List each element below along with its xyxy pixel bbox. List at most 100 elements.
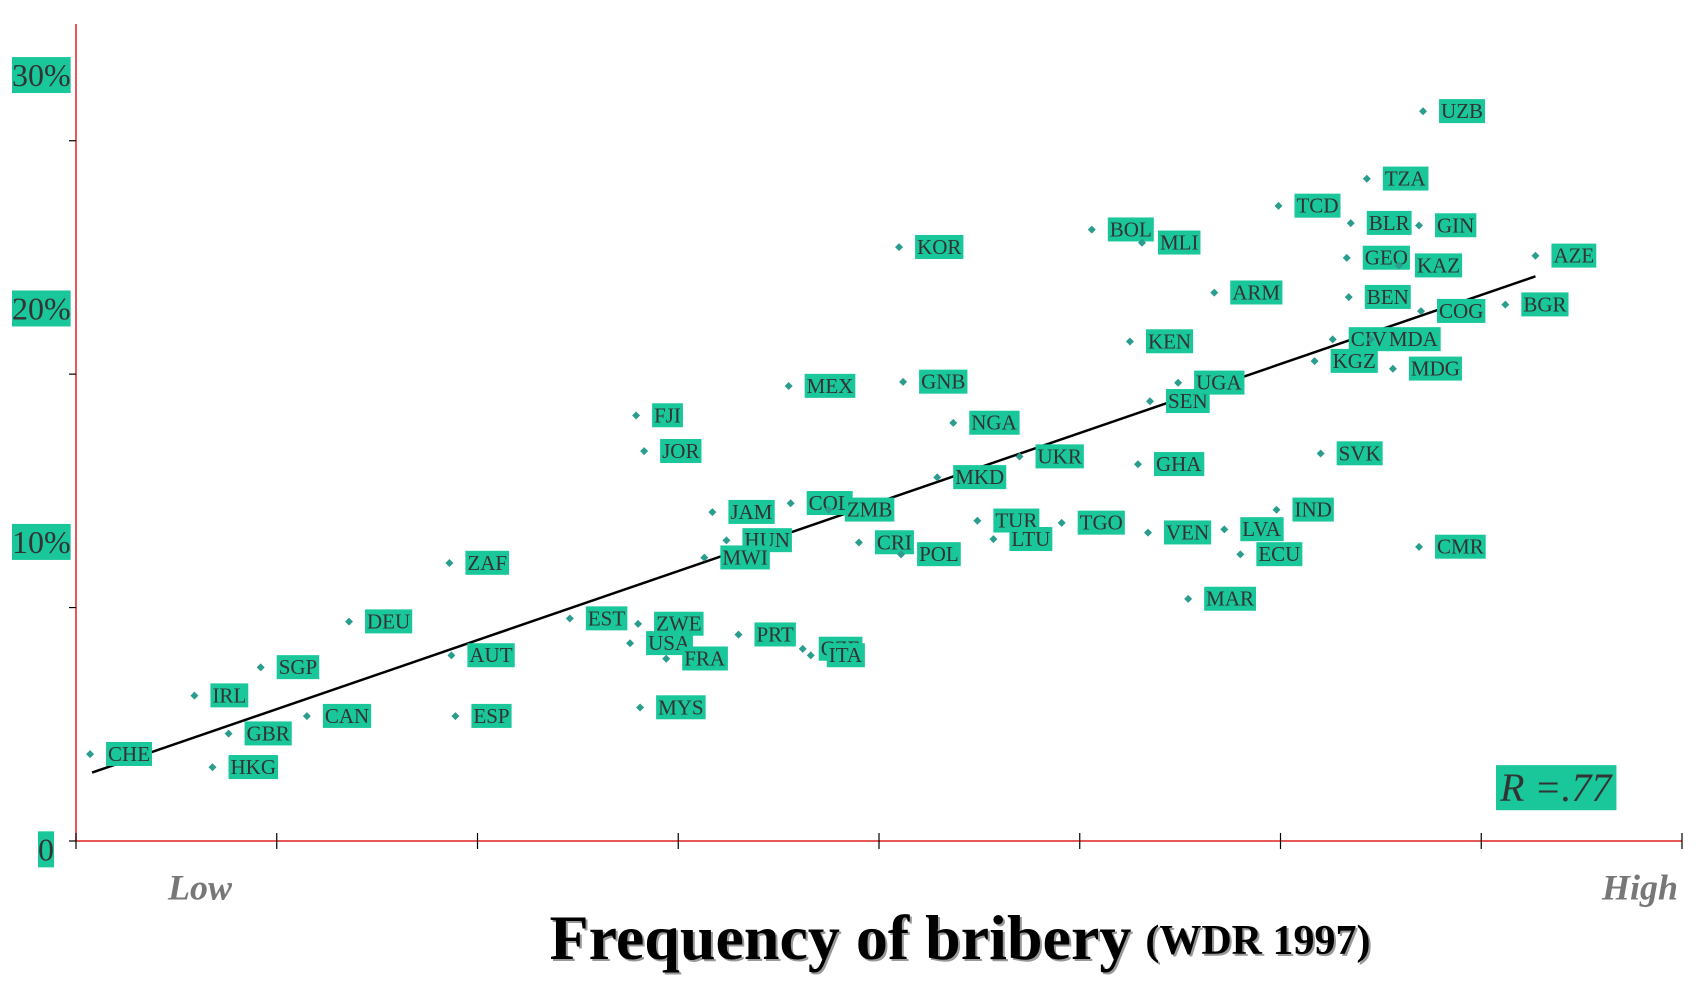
label-box — [656, 695, 706, 720]
point — [1174, 378, 1183, 387]
point — [1087, 225, 1096, 234]
point-label: BGR — [1523, 292, 1566, 316]
point-label: ARM — [1232, 280, 1280, 304]
label-box — [1521, 292, 1569, 317]
point — [1328, 335, 1337, 344]
point — [636, 703, 645, 712]
label-box — [210, 683, 249, 708]
point — [1501, 300, 1510, 309]
label-box — [228, 755, 279, 780]
label-box — [804, 373, 856, 398]
point — [632, 411, 641, 420]
label-box — [919, 369, 968, 394]
point-label: TZA — [1385, 167, 1427, 191]
point-label: GHA — [1156, 452, 1202, 476]
x-high-label: High — [1601, 867, 1678, 907]
label-box — [969, 410, 1020, 435]
point — [854, 538, 863, 547]
point-label: MDG — [1411, 357, 1460, 381]
point — [1415, 542, 1424, 551]
annotation: R =.77 — [1499, 765, 1613, 810]
point — [1144, 528, 1153, 537]
label-box — [1382, 166, 1429, 191]
point-label: HKG — [231, 755, 277, 779]
point — [1344, 293, 1353, 302]
point — [86, 750, 95, 759]
point — [806, 651, 815, 660]
point-label: KOR — [917, 235, 961, 259]
point — [784, 382, 793, 391]
point — [1133, 460, 1142, 469]
point-label: LTU — [1011, 527, 1050, 551]
point — [565, 614, 574, 623]
point-label: DEU — [367, 609, 410, 633]
label-box — [1292, 497, 1334, 522]
point-label: GNB — [921, 370, 965, 394]
point-label: GIN — [1437, 213, 1474, 237]
point — [1310, 357, 1319, 366]
point — [798, 644, 807, 653]
label-box — [1230, 280, 1283, 305]
point — [451, 712, 460, 721]
point-label: MYS — [658, 695, 704, 719]
label-box — [682, 646, 728, 671]
y-tick-label: 30% — [12, 57, 71, 93]
label-box — [915, 234, 964, 259]
point — [734, 630, 743, 639]
label-box — [1164, 520, 1212, 545]
point — [933, 473, 942, 482]
label-box — [1077, 510, 1125, 535]
label-box — [1204, 586, 1257, 611]
label-box — [1435, 213, 1477, 238]
point-label: TGO — [1080, 511, 1123, 535]
label-box — [1145, 329, 1194, 354]
label-box — [1364, 284, 1411, 309]
label-box — [12, 523, 71, 560]
label-box — [1240, 517, 1284, 542]
label-box — [754, 622, 796, 647]
point — [1057, 518, 1066, 527]
point-label: FJI — [654, 403, 681, 427]
point-label: AZE — [1553, 244, 1594, 268]
point — [345, 617, 354, 626]
label-box — [1294, 193, 1341, 218]
point — [897, 550, 906, 559]
point-label: MAR — [1206, 587, 1254, 611]
point-label: UKR — [1038, 444, 1082, 468]
label-box — [1009, 526, 1053, 551]
point — [1388, 364, 1397, 373]
point-label: JOR — [662, 439, 699, 463]
point-label: TCD — [1296, 194, 1338, 218]
point — [302, 712, 311, 721]
label-box — [106, 741, 153, 766]
point-label: COG — [1439, 299, 1483, 323]
label-box — [1414, 253, 1463, 278]
point — [640, 447, 649, 456]
point — [1346, 219, 1355, 228]
point-label: CHE — [108, 742, 150, 766]
point-label: VEN — [1166, 520, 1209, 544]
label-box — [728, 499, 775, 524]
point — [447, 651, 456, 660]
label-box — [1386, 327, 1441, 352]
label-box — [652, 403, 683, 428]
point — [1146, 397, 1155, 406]
point — [1531, 251, 1540, 260]
label-box — [844, 497, 895, 522]
point-label: CMR — [1437, 535, 1484, 559]
point — [1272, 505, 1281, 514]
point — [949, 418, 958, 427]
y-tick-label: 10% — [12, 524, 71, 560]
label-box — [953, 465, 1007, 490]
label-box — [1107, 217, 1154, 242]
chart-title: Frequency of bribery (WDR 1997) — [550, 902, 1371, 973]
point — [1125, 337, 1134, 346]
point-label: MLI — [1160, 231, 1199, 255]
label-box — [1366, 210, 1412, 235]
x-low-label: Low — [167, 867, 233, 907]
point — [224, 729, 233, 738]
label-box — [1496, 765, 1617, 811]
title-note: (WDR 1997) — [1145, 918, 1370, 964]
point-label: ITA — [829, 643, 863, 667]
